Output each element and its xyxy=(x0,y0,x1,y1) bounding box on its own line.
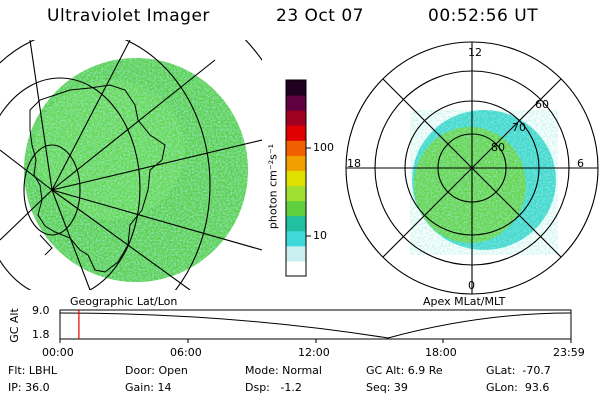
date-label: 23 Oct 07 xyxy=(276,6,364,26)
time-label: 00:52:56 UT xyxy=(428,6,539,26)
timeline-ymax: 9.0 xyxy=(32,304,50,317)
colorbar-segment xyxy=(286,215,306,232)
status-door: Door: Open xyxy=(125,364,188,377)
colorbar-segment xyxy=(286,95,306,111)
status-ip: IP: 36.0 xyxy=(8,381,50,394)
mlt-meridian-diag-b xyxy=(382,78,562,258)
colorbar-segment xyxy=(286,230,306,247)
status-glon: GLon: 93.6 xyxy=(486,381,550,394)
colorbar-segment xyxy=(286,260,306,277)
colorbar-segment xyxy=(286,125,306,141)
timeline-ymin: 1.8 xyxy=(32,328,50,341)
mlat-label-80: 80 xyxy=(491,141,505,154)
timeline-plot xyxy=(59,309,572,343)
colorbar-segment xyxy=(286,200,306,217)
colorbar-segment xyxy=(286,140,306,156)
timeline-tick-1200: 12:00 xyxy=(298,346,330,359)
status-mode: Mode: Normal xyxy=(245,364,322,377)
app-title: Ultraviolet Imager xyxy=(47,6,210,26)
timeline-tick-2359: 23:59 xyxy=(553,346,585,359)
status-gc-alt: GC Alt: 6.9 Re xyxy=(366,364,443,377)
colorbar-unit-label: photon cm⁻²s⁻¹ xyxy=(266,143,280,230)
timeline-tick-1800: 18:00 xyxy=(425,346,457,359)
mlat-label-60: 60 xyxy=(535,98,549,111)
timeline-tick-0000: 00:00 xyxy=(42,346,74,359)
mlt-label-18: 18 xyxy=(347,157,361,170)
left-panel-label: Geographic Lat/Lon xyxy=(70,295,178,308)
mlat-label-70: 70 xyxy=(512,121,526,134)
geographic-image xyxy=(0,40,262,290)
polar-plot xyxy=(345,41,599,295)
status-glat: GLat: -70.7 xyxy=(486,364,551,377)
status-gain: Gain: 14 xyxy=(125,381,172,394)
right-panel-label: Apex MLat/MLT xyxy=(423,295,506,308)
colorbar-segment xyxy=(286,170,306,187)
colorbar-segment xyxy=(286,110,306,126)
colorbar-segment xyxy=(286,155,306,171)
status-flt: Flt: LBHL xyxy=(8,364,57,377)
colorbar-tick-100: 100 xyxy=(313,141,334,154)
timeline-tick-0600: 06:00 xyxy=(170,346,202,359)
mlt-label-12: 12 xyxy=(468,46,482,59)
gc-alt-curve xyxy=(59,312,572,339)
mlt-label-6: 6 xyxy=(577,157,584,170)
mlt-label-0: 0 xyxy=(468,279,475,292)
colorbar-segment xyxy=(286,245,306,262)
colorbar-tick-10: 10 xyxy=(313,229,327,242)
colorbar-segment xyxy=(286,80,306,96)
status-dsp: Dsp: -1.2 xyxy=(245,381,302,394)
timeline-axis-label: GC Alt xyxy=(7,308,21,343)
colorbar xyxy=(286,80,306,277)
colorbar-segment xyxy=(286,185,306,202)
status-seq: Seq: 39 xyxy=(366,381,408,394)
